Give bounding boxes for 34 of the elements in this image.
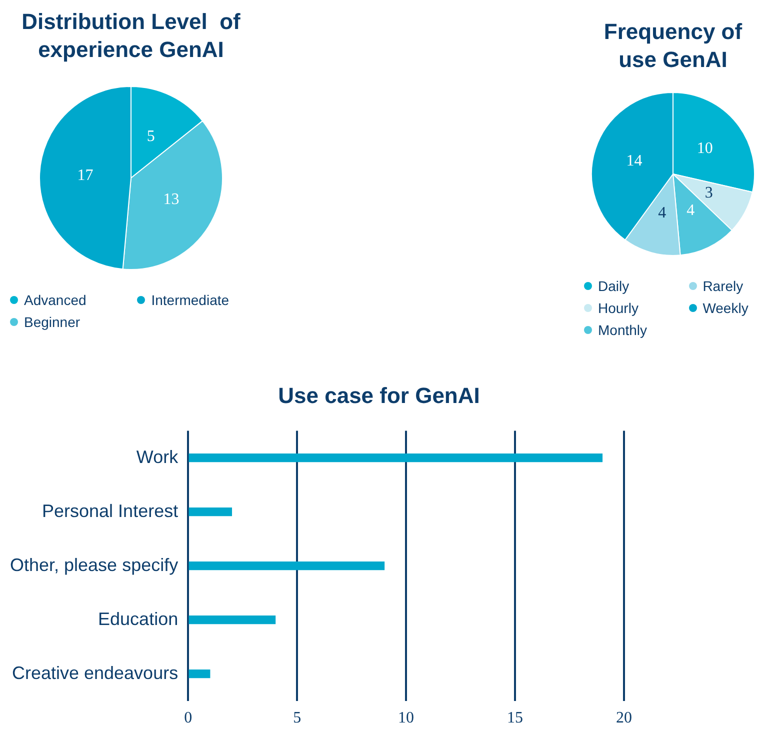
legend-label: Monthly — [598, 322, 648, 338]
data-label: 17 — [77, 167, 94, 184]
data-label: 14 — [626, 152, 642, 170]
y-tick-label: Work — [136, 446, 180, 467]
y-tick-label: Education — [98, 608, 178, 629]
bar — [188, 453, 603, 462]
legend-label: Rarely — [702, 278, 744, 294]
x-tick-label: 15 — [507, 710, 524, 727]
legend-label: Weekly — [702, 300, 748, 316]
data-label: 5 — [146, 128, 155, 145]
data-label: 13 — [163, 190, 180, 208]
bar — [188, 507, 232, 516]
data-label: 4 — [686, 202, 695, 219]
chart-title: Frequency of use GenAI — [602, 18, 744, 74]
chart-title: Distribution Level of experience GenAI — [20, 8, 242, 64]
legend-label: Hourly — [598, 300, 638, 316]
legend-label: Daily — [598, 278, 630, 294]
bar — [188, 561, 385, 570]
chart-title: Use case for GenAI — [277, 382, 481, 410]
bar — [188, 669, 210, 678]
x-tick-label: 0 — [184, 710, 192, 727]
x-tick-label: 10 — [398, 710, 414, 727]
data-label: 4 — [658, 204, 666, 222]
data-label: 10 — [696, 140, 713, 157]
bar — [188, 615, 276, 624]
data-label: 3 — [704, 184, 713, 202]
y-tick-label: Creative endeavours — [12, 662, 178, 683]
legend-label: Beginner — [24, 314, 80, 330]
legend-label: Intermediate — [151, 292, 230, 308]
y-tick-label: Other, please specify — [10, 554, 178, 575]
x-tick-label: 5 — [293, 710, 302, 727]
y-tick-label: Personal Interest — [42, 500, 178, 521]
x-tick-label: 20 — [616, 710, 632, 727]
legend-label: Advanced — [24, 292, 86, 308]
